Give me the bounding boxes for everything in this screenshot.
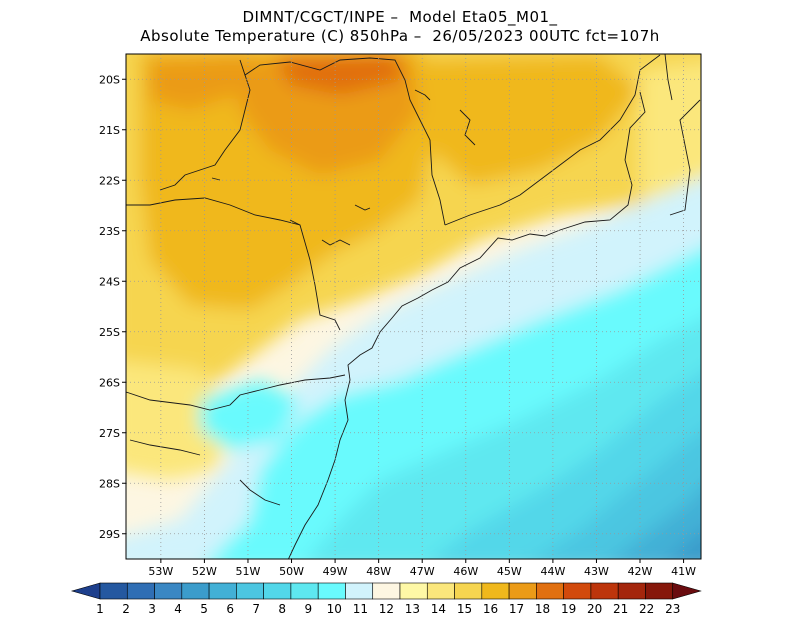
lat-tick-label: 29S — [99, 528, 120, 541]
colorbar-label: 19 — [561, 602, 576, 616]
colorbar-swatch — [454, 582, 483, 600]
lon-tick-label: 52W — [192, 565, 217, 578]
colorbar-label: 20 — [587, 602, 602, 616]
lat-tick-label: 27S — [99, 427, 120, 440]
colorbar-swatch — [317, 582, 346, 600]
colorbar-label: 14 — [431, 602, 446, 616]
colorbar-label: 11 — [353, 602, 368, 616]
lat-tick-label: 26S — [99, 376, 120, 389]
lat-tick-label: 25S — [99, 326, 120, 339]
temperature-field — [126, 54, 701, 559]
colorbar-swatch — [645, 582, 674, 600]
lon-tick-label: 50W — [279, 565, 304, 578]
colorbar-label: 3 — [148, 602, 156, 616]
lat-tick-label: 22S — [99, 174, 120, 187]
lon-tick-label: 41W — [671, 565, 696, 578]
colorbar-label: 16 — [483, 602, 498, 616]
colorbar-label: 12 — [379, 602, 394, 616]
lon-tick-label: 53W — [148, 565, 173, 578]
colorbar-label: 4 — [174, 602, 182, 616]
coastline-and-borders — [126, 54, 701, 559]
colorbar-swatch — [508, 582, 537, 600]
colorbar-label: 23 — [665, 602, 680, 616]
graticule — [126, 54, 701, 559]
colorbar-swatch — [399, 582, 428, 600]
colorbar-label: 7 — [252, 602, 260, 616]
colorbar-label: 21 — [613, 602, 628, 616]
chart-title-line-2: Absolute Temperature (C) 850hPa – 26/05/… — [140, 27, 660, 45]
lon-tick-label: 47W — [410, 565, 435, 578]
colorbar-label: 15 — [457, 602, 472, 616]
lon-tick-label: 49W — [323, 565, 348, 578]
map-frame — [125, 53, 702, 560]
lon-tick-label: 51W — [236, 565, 261, 578]
lon-tick-label: 42W — [628, 565, 653, 578]
colorbar-swatch — [181, 582, 210, 600]
colorbar-label: 1 — [96, 602, 104, 616]
colorbar-label: 22 — [639, 602, 654, 616]
colorbar-swatch — [563, 582, 592, 600]
longitude-labels: 53W 52W 51W 50W 49W 48W 47W 46W 45W 44W 43W 42W 41W — [148, 559, 696, 578]
lon-tick-label: 43W — [584, 565, 609, 578]
colorbar-swatch — [617, 582, 646, 600]
colorbar-label: 8 — [278, 602, 286, 616]
colorbar-swatch — [345, 582, 374, 600]
colorbar-swatch — [154, 582, 183, 600]
colorbar-label: 18 — [535, 602, 550, 616]
colorbar-label: 13 — [405, 602, 420, 616]
lon-tick-label: 46W — [453, 565, 478, 578]
lon-tick-label: 48W — [366, 565, 391, 578]
lat-tick-label: 23S — [99, 225, 120, 238]
colorbar-swatch — [99, 582, 128, 600]
colorbar-swatch — [481, 582, 510, 600]
chart-title-line-1: DIMNT/CGCT/INPE – Model Eta05_M01_ — [242, 8, 558, 26]
colorbar-label: 5 — [200, 602, 208, 616]
colorbar-swatch — [590, 582, 619, 600]
colorbar-swatch — [536, 582, 564, 600]
colorbar-swatch — [126, 582, 155, 600]
latitude-labels: 20S 21S 22S 23S 24S 25S 26S 27S 28S 29S — [99, 73, 126, 541]
colorbar-left-arrow — [70, 582, 101, 600]
lat-tick-label: 24S — [99, 275, 120, 288]
lat-tick-label: 21S — [99, 124, 120, 137]
colorbar-swatch — [208, 582, 237, 600]
lat-tick-label: 28S — [99, 477, 120, 490]
lon-tick-label: 45W — [497, 565, 522, 578]
colorbar-swatch — [372, 582, 401, 600]
colorbar-label: 6 — [226, 602, 234, 616]
colorbar-swatch — [236, 582, 264, 600]
colorbar-swatch — [426, 582, 455, 600]
colorbar-swatch — [263, 582, 292, 600]
colorbar-swatch — [290, 582, 319, 600]
colorbar-right-arrow — [672, 582, 702, 600]
colorbar-label: 17 — [509, 602, 524, 616]
colorbar-label: 9 — [304, 602, 312, 616]
colorbar: 1 2 3 4 5 6 7 8 9 10 11 12 13 14 15 16 17 18 19 20 21 22 23 — [70, 582, 702, 616]
colorbar-label: 2 — [122, 602, 130, 616]
colorbar-label: 10 — [327, 602, 342, 616]
lon-tick-label: 44W — [540, 565, 565, 578]
lat-tick-label: 20S — [99, 73, 120, 86]
